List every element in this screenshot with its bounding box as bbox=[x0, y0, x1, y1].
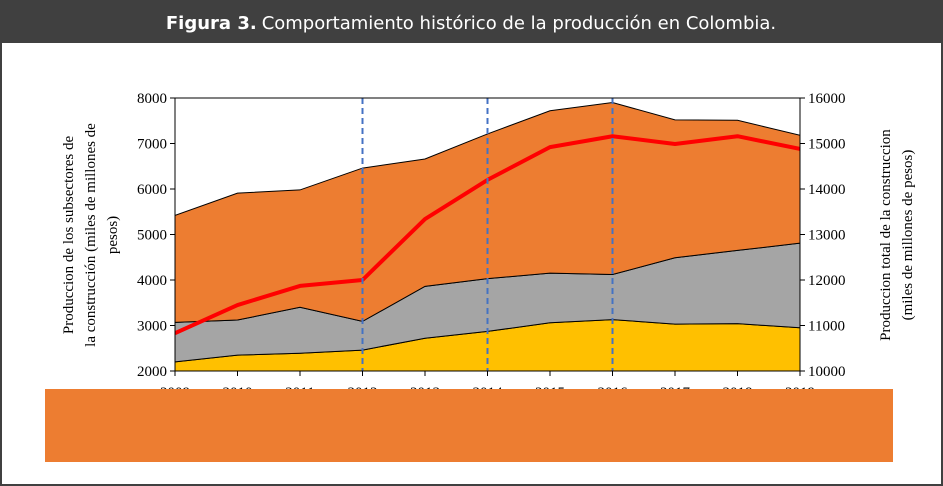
header bbox=[1, 1, 942, 43]
y2-tick-label: 16000 bbox=[808, 91, 846, 107]
figure-title: Comportamiento histórico de la producció… bbox=[262, 13, 776, 34]
y-tick-label: 6000 bbox=[137, 182, 167, 198]
y2-tick-label: 15000 bbox=[808, 137, 846, 153]
y-axis-title: Produccion de los subsectores de bbox=[61, 136, 77, 335]
y2-tick-label: 13000 bbox=[808, 228, 846, 244]
y2-tick-label: 11000 bbox=[808, 319, 845, 335]
y-axis-title: la construcción (miles de millones de bbox=[83, 123, 99, 347]
y2-tick-label: 14000 bbox=[808, 182, 846, 198]
cover-block bbox=[45, 389, 893, 462]
y2-axis-title: (miles de millones de pesos) bbox=[900, 150, 916, 321]
y-tick-label: 5000 bbox=[137, 228, 167, 244]
y-tick-label: 3000 bbox=[137, 319, 167, 335]
y2-axis-title: Produccion total de la construccion bbox=[878, 129, 894, 341]
figure-label: Figura 3. bbox=[166, 13, 257, 34]
header-title: Figura 3. Comportamiento histórico de la … bbox=[166, 13, 776, 34]
y-tick-label: 4000 bbox=[137, 273, 167, 289]
y-tick-label: 8000 bbox=[137, 91, 167, 107]
y2-tick-label: 10000 bbox=[808, 364, 846, 380]
y-tick-label: 7000 bbox=[137, 137, 167, 153]
y-tick-label: 2000 bbox=[137, 364, 167, 380]
y2-tick-label: 12000 bbox=[808, 273, 846, 289]
y-axis-title: pesos) bbox=[105, 216, 121, 254]
